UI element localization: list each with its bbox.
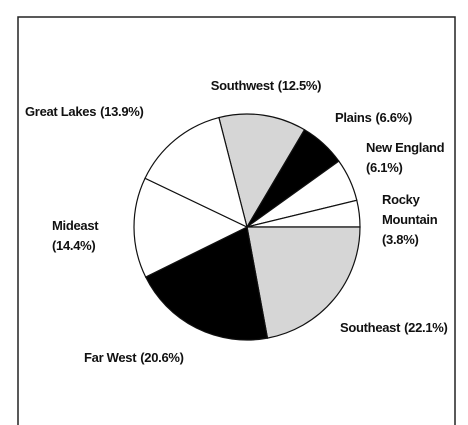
value-label: (6.6%) (375, 110, 413, 125)
value-label: (3.8%) (382, 232, 419, 247)
slice-label: Rocky Mountain (3.8%) (382, 190, 452, 250)
frame (17, 16, 456, 425)
value-label: (14.4%) (52, 238, 96, 253)
category-name: New England (366, 140, 445, 155)
slice-label: Southeast (22.1%) (340, 318, 465, 338)
pie-slice (133, 177, 249, 278)
pie-slice (246, 226, 361, 339)
category-name: Great Lakes (25, 104, 97, 119)
value-label: (12.5%) (277, 78, 322, 93)
category-name: Southeast (340, 320, 401, 335)
category-name: Rocky Mountain (382, 192, 438, 227)
slice-label: Mideast (14.4%) (52, 216, 122, 256)
pie-slice (144, 226, 269, 341)
category-name: Far West (84, 350, 137, 365)
category-name: Southwest (210, 78, 274, 93)
value-label: (22.1%) (404, 320, 448, 335)
slice-label: New England (6.1%) (366, 138, 456, 178)
slice-label: Plains (6.6%) (335, 108, 455, 128)
slice-label: Far West (20.6%) (84, 348, 214, 368)
pie-slice (144, 116, 248, 229)
value-label: (6.1%) (366, 160, 403, 175)
category-name: Plains (335, 110, 372, 125)
slice-label: Great Lakes (13.9%) (25, 102, 175, 122)
category-name: Mideast (52, 218, 99, 233)
slice-label: Southwest (12.5%) (196, 76, 336, 96)
value-label: (13.9%) (100, 104, 144, 119)
value-label: (20.6%) (140, 350, 184, 365)
